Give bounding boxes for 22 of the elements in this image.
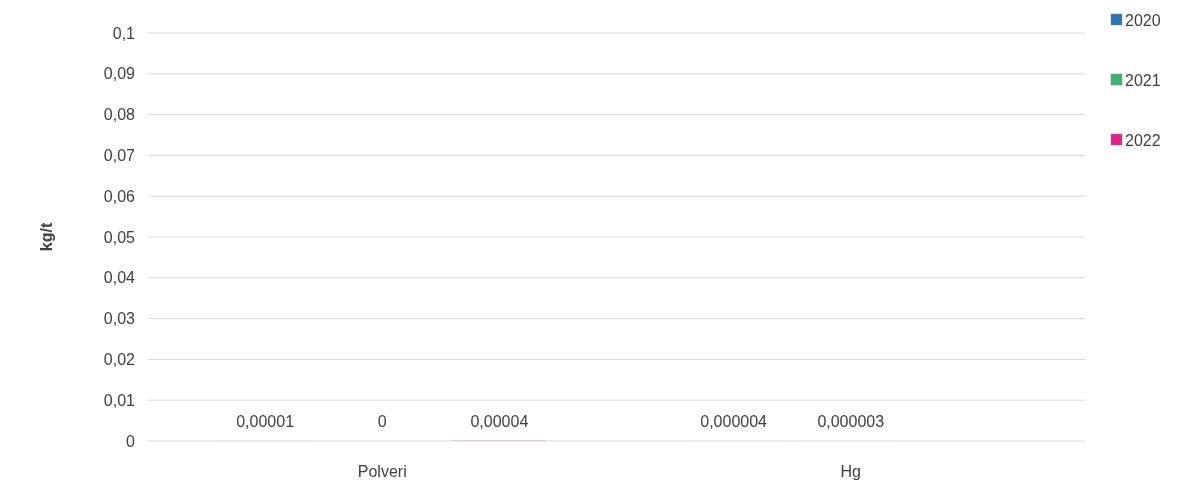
- data-label: 0,00004: [470, 412, 529, 430]
- y-tick-label: 0,03: [103, 310, 136, 328]
- data-label: 0,000004: [700, 412, 768, 430]
- data-label: 0,00001: [236, 412, 295, 430]
- y-tick-label: 0,06: [103, 187, 136, 205]
- legend-label: 2020: [1125, 11, 1161, 29]
- legend-label: 2022: [1125, 131, 1161, 149]
- y-tick-label: 0,09: [103, 65, 136, 83]
- y-tick-label: 0,05: [103, 228, 136, 246]
- x-tick-label: Hg: [840, 463, 861, 480]
- y-tick-label: 0,08: [103, 106, 136, 124]
- y-tick-label: 0,04: [103, 269, 136, 287]
- y-axis-title: kg/t: [38, 222, 55, 252]
- y-tick-label: 0,07: [103, 147, 136, 164]
- data-label: 0,000003: [817, 412, 885, 430]
- y-tick-label: 0,02: [103, 351, 136, 368]
- y-tick-label: 0,1: [112, 24, 136, 42]
- x-tick-label: Polveri: [357, 463, 407, 480]
- y-tick-label: 0,01: [103, 391, 136, 409]
- y-tick-label: 0: [126, 432, 136, 450]
- legend-label: 2021: [1125, 71, 1161, 89]
- data-label: 0: [377, 413, 387, 430]
